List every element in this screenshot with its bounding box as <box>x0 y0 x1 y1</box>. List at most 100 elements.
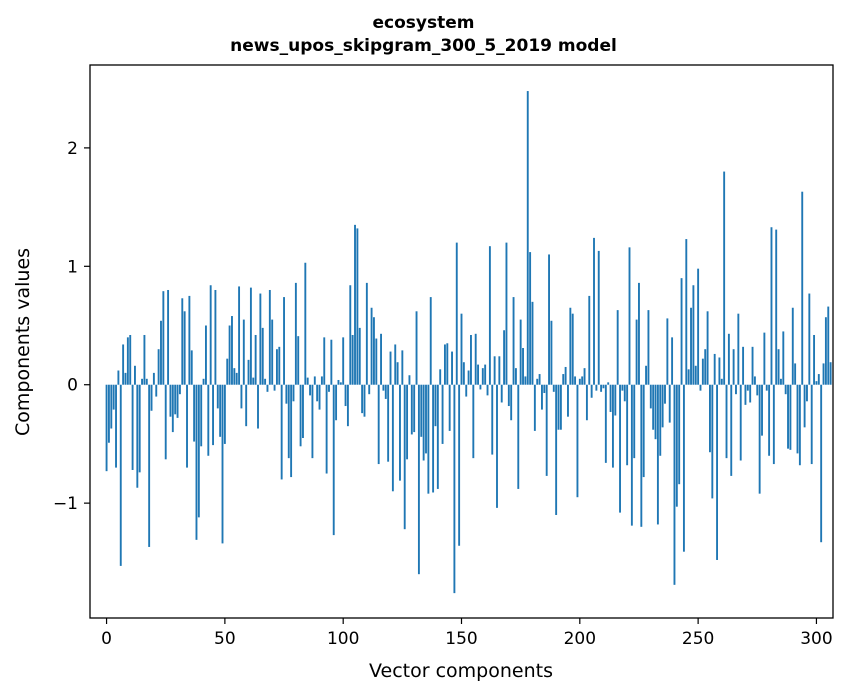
bar <box>538 374 541 385</box>
bar <box>735 384 737 395</box>
bar <box>361 384 364 414</box>
bar <box>373 317 375 385</box>
bar <box>441 384 444 444</box>
bar <box>453 384 456 594</box>
bar <box>273 384 276 391</box>
bar <box>292 384 295 402</box>
bar <box>150 384 153 411</box>
bar <box>661 384 664 428</box>
bar <box>775 229 778 385</box>
bar <box>545 384 548 476</box>
bar <box>259 293 262 385</box>
bar <box>124 372 127 385</box>
bar <box>403 384 406 530</box>
bar <box>342 337 345 385</box>
bar <box>143 334 146 385</box>
bar <box>294 282 297 385</box>
bar <box>666 318 669 385</box>
bar <box>704 349 707 385</box>
bar <box>207 384 210 456</box>
bar <box>709 384 711 453</box>
bar <box>462 362 465 385</box>
bar <box>588 295 591 385</box>
bar <box>557 384 560 430</box>
bar <box>472 384 475 459</box>
bar <box>358 327 361 385</box>
bar <box>772 384 775 465</box>
bar <box>552 384 555 392</box>
bar <box>491 384 494 455</box>
bar <box>824 317 827 385</box>
bar <box>188 295 191 385</box>
bar <box>692 285 695 385</box>
bar <box>791 307 794 385</box>
bar <box>619 384 621 513</box>
bar <box>467 370 470 385</box>
bar <box>822 363 825 385</box>
bar <box>581 376 584 385</box>
bar <box>339 382 342 385</box>
bar <box>777 349 780 385</box>
bar <box>105 384 108 472</box>
bar <box>628 247 631 385</box>
bar <box>716 384 718 560</box>
bar <box>730 384 733 476</box>
bar <box>365 282 368 385</box>
bar <box>780 378 782 385</box>
x-tick-label: 150 <box>445 629 477 649</box>
bar <box>602 384 605 389</box>
bar <box>576 384 579 498</box>
bar <box>720 378 723 385</box>
bar <box>254 334 257 385</box>
y-tick-label: −1 <box>53 494 78 514</box>
bar <box>555 384 558 515</box>
bar <box>325 384 328 474</box>
bar <box>496 384 498 508</box>
bar <box>205 325 207 385</box>
bar <box>649 384 652 409</box>
y-tick-label: 2 <box>67 139 78 159</box>
bar <box>827 306 830 385</box>
bar <box>569 307 572 385</box>
bar <box>406 384 409 460</box>
bar <box>363 384 366 417</box>
bar <box>226 358 229 385</box>
bar <box>446 343 449 385</box>
bar <box>460 313 463 385</box>
bar <box>514 368 517 385</box>
bar <box>656 384 659 525</box>
bar <box>458 384 461 546</box>
y-tick-label: 1 <box>67 257 78 277</box>
bar <box>510 384 513 421</box>
bar <box>517 384 520 489</box>
bar <box>145 378 148 385</box>
bar <box>737 313 740 385</box>
bar <box>671 337 674 385</box>
bar <box>425 384 427 454</box>
x-axis-label: Vector components <box>369 660 553 682</box>
bar <box>382 384 385 391</box>
bar <box>138 384 141 473</box>
bar <box>718 357 721 385</box>
bar <box>680 278 683 385</box>
bar <box>415 311 418 385</box>
bar <box>706 311 709 385</box>
bar <box>533 384 536 431</box>
bar <box>351 334 354 385</box>
bar <box>465 384 468 397</box>
bar <box>320 376 323 385</box>
bar <box>607 382 610 385</box>
bar <box>160 320 162 385</box>
bar <box>380 333 382 385</box>
bar <box>126 337 129 385</box>
bar <box>536 378 539 385</box>
bar <box>600 384 603 392</box>
bar <box>654 384 657 440</box>
bar <box>200 384 203 447</box>
bar <box>167 289 170 385</box>
bar <box>782 331 785 385</box>
bar <box>744 384 747 405</box>
bar <box>690 307 692 385</box>
bar <box>817 374 820 385</box>
bar <box>209 285 212 385</box>
